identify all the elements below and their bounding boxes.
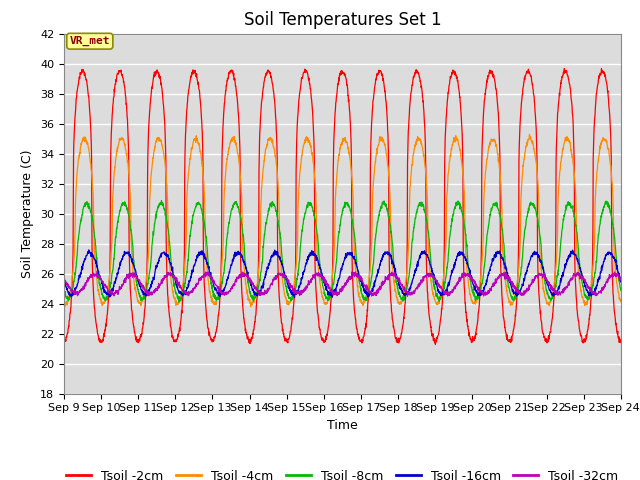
Y-axis label: Soil Temperature (C): Soil Temperature (C)	[22, 149, 35, 278]
Legend: Tsoil -2cm, Tsoil -4cm, Tsoil -8cm, Tsoil -16cm, Tsoil -32cm: Tsoil -2cm, Tsoil -4cm, Tsoil -8cm, Tsoi…	[61, 465, 623, 480]
X-axis label: Time: Time	[327, 419, 358, 432]
Title: Soil Temperatures Set 1: Soil Temperatures Set 1	[244, 11, 441, 29]
Text: VR_met: VR_met	[70, 36, 110, 46]
